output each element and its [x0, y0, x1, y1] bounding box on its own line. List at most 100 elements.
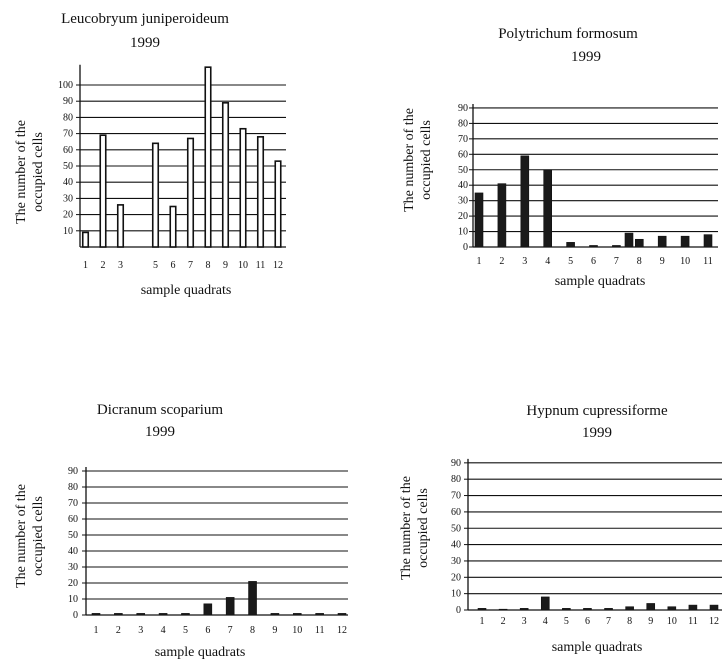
x-tick-label: 9: [223, 260, 228, 271]
x-tick-label: 5: [183, 625, 188, 636]
y-tick-label: 20: [68, 578, 78, 589]
x-axis-label: sample quadrats: [555, 274, 646, 289]
bar: [158, 613, 168, 616]
x-axis-label: sample quadrats: [155, 645, 246, 660]
y-tick-label: 0: [73, 610, 78, 621]
y-axis-label-line-2: occupied cells: [31, 132, 46, 212]
y-tick-label: 40: [68, 546, 78, 557]
bar: [221, 102, 230, 248]
y-tick-label: 60: [68, 514, 78, 525]
y-tick-label: 90: [68, 466, 78, 477]
x-tick-label: 6: [591, 256, 596, 267]
x-tick-label: 1: [94, 625, 99, 636]
x-tick-label: 3: [522, 256, 527, 267]
bar: [680, 235, 690, 248]
bar: [604, 608, 613, 611]
x-tick-label: 4: [545, 256, 550, 267]
panel-hypnum: Hypnum cupressiforme 1999 The number of …: [399, 403, 722, 655]
x-tick-label: 7: [614, 256, 619, 267]
x-tick-label: 11: [315, 625, 325, 636]
bar: [477, 608, 487, 611]
bar: [624, 232, 634, 248]
y-tick-label: 40: [458, 180, 468, 191]
y-tick-label: 30: [458, 196, 468, 207]
y-tick-label: 20: [63, 210, 73, 221]
y-tick-label: 20: [451, 572, 461, 583]
bar: [99, 134, 107, 248]
panel-year: 1999: [571, 49, 601, 65]
bar: [519, 608, 529, 611]
y-tick-label: 70: [68, 498, 78, 509]
y-tick-label: 60: [458, 149, 468, 160]
x-tick-label: 9: [648, 616, 653, 627]
panel-title: Dicranum scoparium: [97, 402, 224, 418]
bar: [474, 192, 484, 248]
bar: [225, 597, 235, 616]
x-tick-label: 2: [101, 260, 106, 271]
bar: [186, 137, 195, 248]
bar: [248, 581, 257, 616]
bar: [498, 608, 508, 611]
x-tick-label: 4: [543, 616, 548, 627]
x-axis-label: sample quadrats: [552, 640, 643, 655]
y-tick-label: 60: [63, 145, 73, 156]
bar: [116, 204, 125, 248]
y-tick-label: 50: [458, 165, 468, 176]
bar: [709, 604, 719, 611]
bar: [646, 603, 656, 611]
x-tick-label: 9: [272, 625, 277, 636]
x-tick-label: 1: [480, 616, 485, 627]
panel-title: Polytrichum formosum: [498, 26, 638, 42]
y-tick-label: 30: [451, 556, 461, 567]
x-tick-label: 10: [292, 625, 302, 636]
bar: [566, 242, 575, 248]
y-tick-label: 80: [63, 112, 73, 123]
x-tick-label: 8: [250, 625, 255, 636]
panel-leucobryum: Leucobryum juniperoideum 1999 The number…: [14, 11, 286, 298]
y-axis-label-line-2: occupied cells: [31, 496, 46, 576]
y-axis-label-line-1: The number of the: [14, 120, 29, 224]
y-tick-label: 50: [68, 530, 78, 541]
x-tick-label: 8: [206, 260, 211, 271]
bar: [181, 613, 190, 616]
y-tick-label: 0: [456, 605, 461, 616]
x-tick-label: 6: [585, 616, 590, 627]
x-tick-label: 5: [153, 260, 158, 271]
bar: [562, 608, 571, 611]
bar: [520, 155, 530, 248]
x-tick-label: 1: [477, 256, 482, 267]
x-tick-label: 4: [161, 625, 166, 636]
x-tick-label: 5: [568, 256, 573, 267]
y-axis-label-line-1: The number of the: [402, 108, 417, 212]
x-tick-label: 7: [228, 625, 233, 636]
y-tick-label: 80: [451, 474, 461, 485]
bar: [81, 231, 90, 248]
x-axis-label: sample quadrats: [141, 283, 232, 298]
x-tick-label: 7: [606, 616, 611, 627]
y-tick-label: 30: [63, 193, 73, 204]
y-tick-label: 10: [63, 226, 73, 237]
bar: [203, 603, 213, 616]
bar: [91, 613, 101, 616]
y-tick-label: 10: [451, 589, 461, 600]
bar: [274, 160, 282, 248]
bar: [497, 183, 507, 248]
bar: [634, 238, 644, 248]
x-tick-label: 12: [337, 625, 347, 636]
bar: [703, 234, 713, 248]
y-tick-label: 0: [463, 242, 468, 253]
panel-title: Leucobryum juniperoideum: [61, 11, 229, 27]
x-tick-label: 7: [188, 260, 193, 271]
bar: [204, 66, 212, 248]
bar: [583, 608, 592, 611]
y-tick-label: 40: [451, 540, 461, 551]
bar: [315, 613, 324, 616]
y-tick-label: 100: [58, 80, 73, 91]
y-tick-label: 10: [458, 227, 468, 238]
x-tick-label: 8: [627, 616, 632, 627]
x-tick-label: 3: [118, 260, 123, 271]
bar: [625, 606, 634, 611]
